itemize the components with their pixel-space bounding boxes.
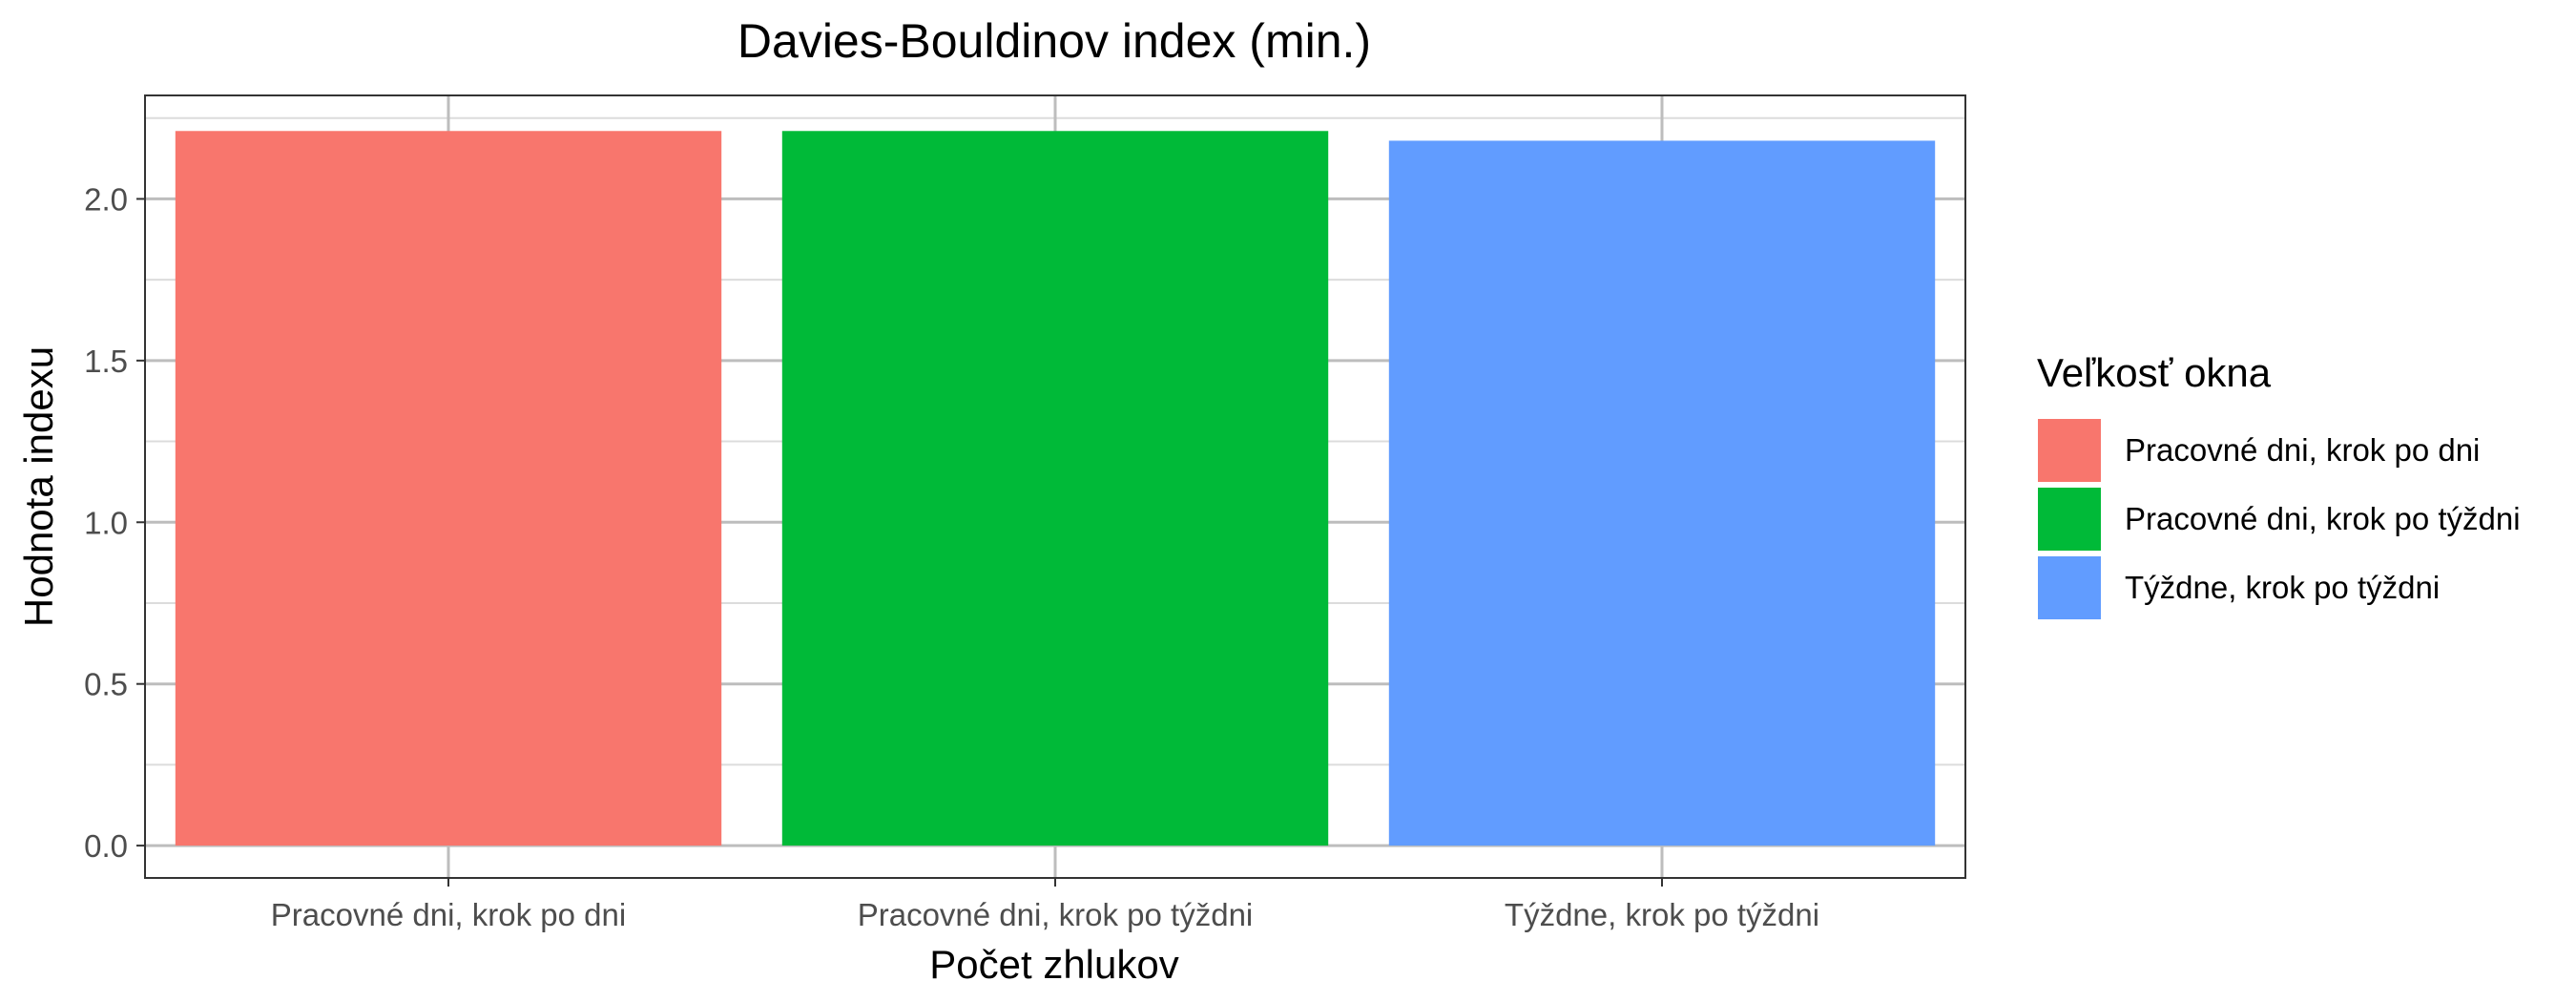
chart-title: Davies-Bouldinov index (min.) [737,14,1371,68]
legend-label: Týždne, krok po týždni [2125,570,2440,605]
legend-label: Pracovné dni, krok po dni [2125,432,2480,468]
bar [1388,140,1936,846]
x-tick-label: Pracovné dni, krok po týždni [858,897,1254,932]
legend-key [2036,486,2103,553]
y-tick-label: 0.5 [84,667,128,702]
y-tick-label: 0.0 [84,828,128,864]
legend: Veľkosť okna Pracovné dni, krok po dni Pr… [2036,350,2521,621]
y-tick-label: 1.5 [84,344,128,379]
y-tick-label: 1.0 [84,505,128,540]
legend-title: Veľkosť okna [2037,350,2272,395]
bar [175,131,722,846]
x-tick-label: Pracovné dni, krok po dni [271,897,626,932]
legend-label: Pracovné dni, krok po týždni [2125,501,2521,536]
x-tick-label: Týždne, krok po týždni [1505,897,1819,932]
x-axis-title: Počet zhlukov [929,942,1178,987]
bars [175,131,1936,846]
y-axis: 0.0 0.5 1.0 1.5 2.0 [84,181,145,864]
y-tick-label: 2.0 [84,181,128,217]
y-axis-title: Hodnota indexu [16,346,61,627]
legend-key [2036,554,2103,621]
bar [781,131,1329,846]
x-axis: Pracovné dni, krok po dni Pracovné dni, k… [271,878,1819,932]
legend-key [2036,417,2103,484]
